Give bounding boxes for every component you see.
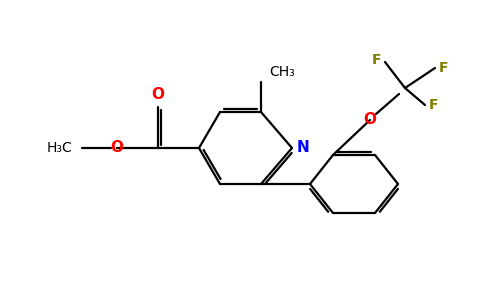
Text: O: O (151, 87, 165, 102)
Text: O: O (110, 140, 123, 154)
Text: F: F (439, 61, 449, 75)
Text: F: F (429, 98, 439, 112)
Text: H₃C: H₃C (46, 141, 72, 155)
Text: O: O (363, 112, 377, 128)
Text: N: N (297, 140, 310, 155)
Text: CH₃: CH₃ (269, 65, 295, 79)
Text: F: F (372, 53, 381, 67)
